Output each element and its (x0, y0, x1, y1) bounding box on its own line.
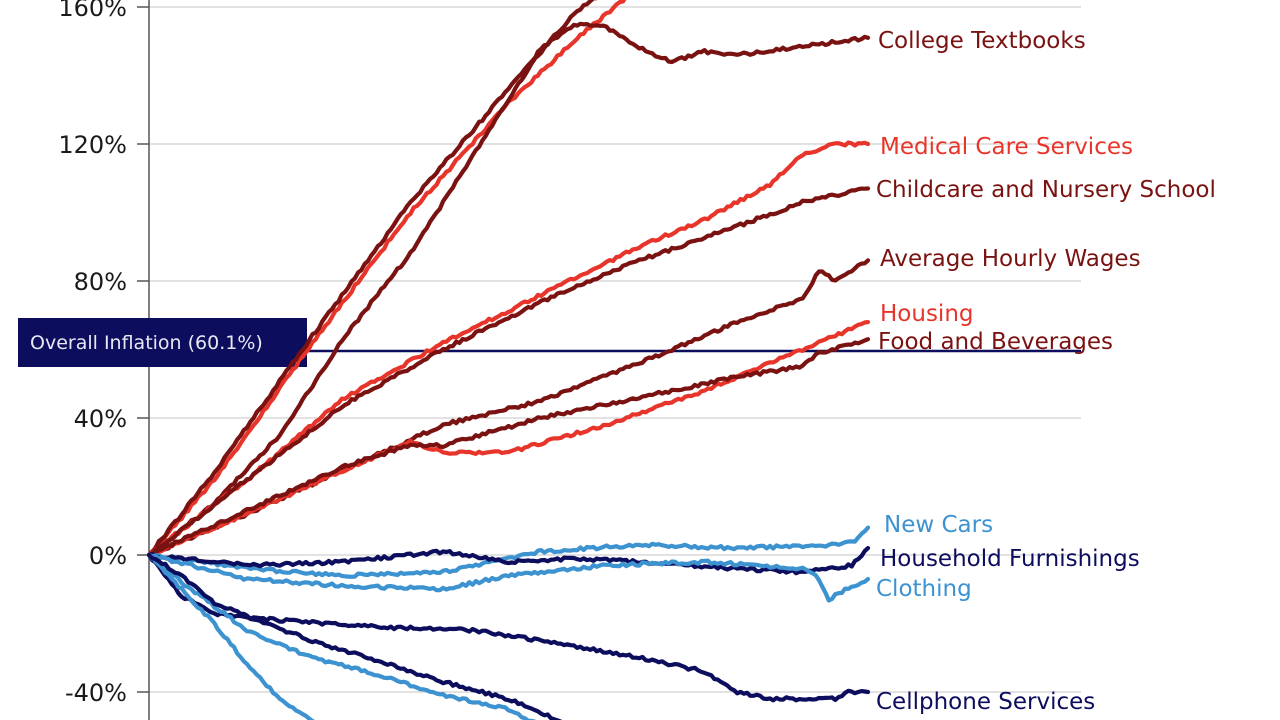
overall-inflation-label-box (18, 318, 307, 367)
y-tick-label: 160% (58, 0, 127, 22)
overall-inflation-reference: Overall Inflation (60.1%) (18, 318, 1081, 367)
y-tick-label: 0% (89, 542, 127, 570)
series-line-average-hourly-wages (146, 258, 871, 558)
series-line-televisions (146, 552, 316, 720)
y-tick-labels: 160% 120% 80% 40% 0% -40% (58, 0, 127, 707)
series-line-new-cars (146, 525, 871, 579)
series-lines (146, 0, 871, 720)
series-labels: College Textbooks Medical Care Services Ch… (876, 28, 1216, 715)
series-line-hospital-services (146, 0, 627, 558)
y-tick-label: 40% (74, 405, 127, 433)
series-line-household-furnishings (146, 546, 871, 576)
gridlines (137, 6, 1081, 693)
series-line-medical-care-services (146, 140, 871, 558)
y-tick-label: 80% (74, 268, 127, 296)
series-label-food-and-beverages: Food and Beverages (878, 329, 1113, 355)
series-line-cellphone-services (146, 552, 871, 703)
series-line-college-textbooks (146, 21, 871, 558)
series-label-college-textbooks: College Textbooks (878, 28, 1086, 54)
y-tick-label: 120% (58, 131, 127, 159)
series-line-food-and-beverages (146, 337, 871, 558)
series-label-new-cars: New Cars (884, 512, 993, 538)
series-label-average-hourly-wages: Average Hourly Wages (880, 246, 1141, 272)
series-label-housing: Housing (880, 301, 974, 327)
y-tick-label: -40% (65, 679, 127, 707)
series-line-toys (146, 552, 563, 720)
series-label-medical-care-services: Medical Care Services (880, 134, 1133, 160)
series-label-cellphone-services: Cellphone Services (876, 689, 1095, 715)
series-line-childcare-and-nursery-school (146, 186, 871, 558)
overall-inflation-label: Overall Inflation (60.1%) (30, 332, 263, 354)
series-label-childcare-and-nursery-school: Childcare and Nursery School (876, 177, 1216, 203)
series-label-household-furnishings: Household Furnishings (880, 546, 1140, 572)
series-label-clothing: Clothing (876, 576, 972, 602)
series-line-software (146, 552, 536, 720)
series-line-clothing (146, 552, 871, 603)
series-line-college-tuition-and-fees (146, 0, 598, 558)
